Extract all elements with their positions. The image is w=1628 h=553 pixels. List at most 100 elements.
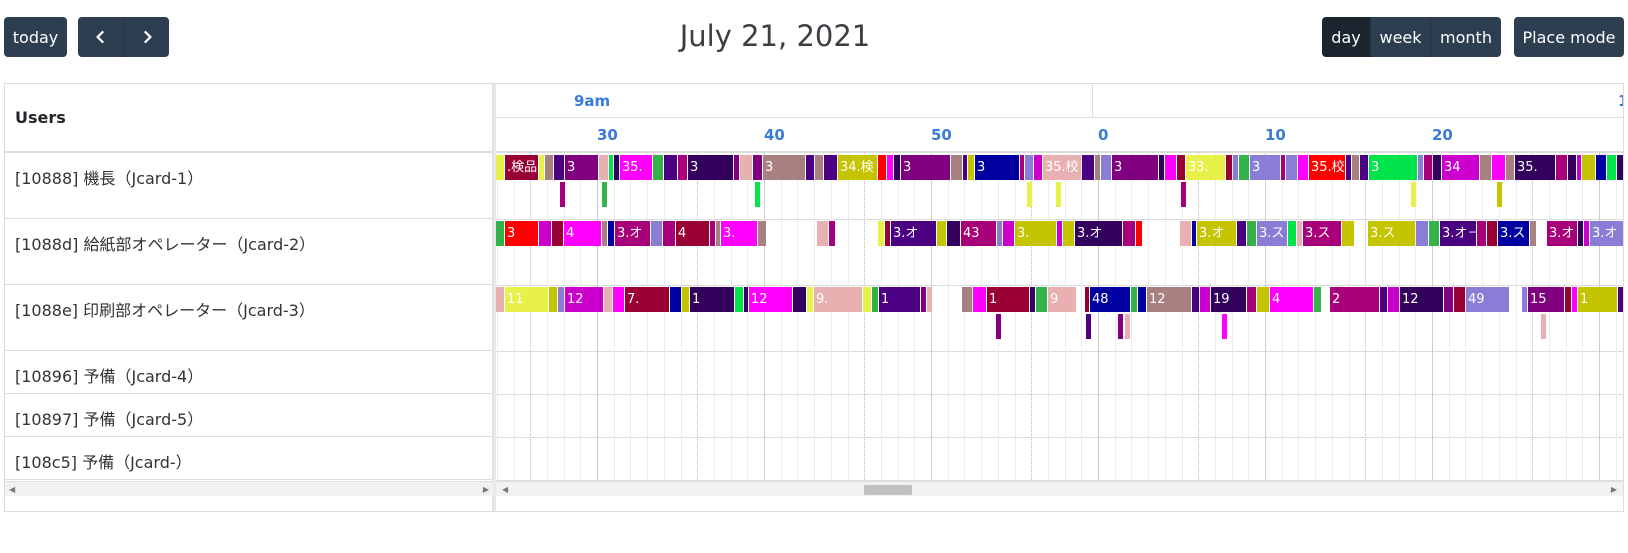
event-block[interactable] — [1192, 287, 1199, 312]
event-block[interactable]: .検品 — [505, 155, 538, 180]
event-block[interactable] — [1297, 221, 1302, 246]
event-block[interactable]: 3 — [1250, 155, 1280, 180]
event-block[interactable]: 3 — [1112, 155, 1158, 180]
event-block[interactable] — [927, 287, 932, 312]
event-block[interactable] — [651, 221, 662, 246]
event-block[interactable]: 4 — [1270, 287, 1313, 312]
next-button[interactable] — [123, 17, 169, 57]
event-block[interactable] — [1281, 155, 1285, 180]
event-block[interactable]: 11 — [505, 287, 548, 312]
event-block[interactable]: 3 — [1369, 155, 1417, 180]
event-block[interactable]: 35.校 — [1309, 155, 1345, 180]
event-block[interactable] — [1556, 155, 1567, 180]
event-block[interactable]: 3.オ — [1547, 221, 1577, 246]
event-block[interactable] — [1487, 221, 1497, 246]
event-block[interactable] — [1131, 287, 1137, 312]
event-block[interactable]: 3.オ－ — [1440, 221, 1476, 246]
view-month-button[interactable]: month — [1431, 17, 1501, 57]
event-block[interactable] — [1342, 221, 1354, 246]
event-block[interactable] — [1247, 287, 1256, 312]
event-block[interactable]: 3 — [975, 155, 1019, 180]
event-block[interactable] — [815, 155, 823, 180]
event-block[interactable] — [1118, 314, 1123, 339]
event-block[interactable] — [807, 287, 813, 312]
event-block[interactable] — [1568, 155, 1576, 180]
event-block[interactable] — [1125, 314, 1130, 339]
event-block[interactable] — [1298, 155, 1308, 180]
event-block[interactable] — [1177, 155, 1185, 180]
event-block[interactable]: 43 — [961, 221, 996, 246]
event-block[interactable] — [496, 221, 504, 246]
scroll-left-arrow-icon[interactable]: ◀ — [502, 485, 509, 494]
event-block[interactable] — [1346, 155, 1351, 180]
event-block[interactable] — [1578, 221, 1583, 246]
event-block[interactable] — [678, 155, 687, 180]
event-block[interactable]: 4 — [676, 221, 709, 246]
event-block[interactable]: 33. — [1186, 155, 1225, 180]
event-block[interactable] — [1095, 155, 1100, 180]
event-block[interactable] — [1239, 155, 1249, 180]
resource-scrollbar[interactable]: ◀ ▶ — [5, 481, 493, 496]
event-block[interactable]: 12 — [1400, 287, 1443, 312]
event-block[interactable] — [682, 287, 689, 312]
event-block[interactable] — [496, 287, 504, 312]
event-block[interactable]: 3 — [688, 155, 733, 180]
view-day-button[interactable]: day — [1322, 17, 1371, 57]
event-block[interactable] — [653, 155, 663, 180]
scroll-left-arrow-icon[interactable]: ◀ — [9, 485, 16, 494]
event-block[interactable] — [1181, 182, 1186, 207]
event-block[interactable] — [1565, 287, 1571, 312]
event-block[interactable] — [604, 287, 612, 312]
event-block[interactable]: 49 — [1466, 287, 1509, 312]
scroll-right-arrow-icon[interactable]: ▶ — [482, 485, 489, 494]
event-block[interactable]: 12 — [1147, 287, 1191, 312]
event-block[interactable] — [1352, 155, 1359, 180]
event-block[interactable]: 1 — [879, 287, 920, 312]
event-block[interactable]: 3.オ — [891, 221, 936, 246]
event-block[interactable] — [1314, 287, 1321, 312]
event-block[interactable] — [996, 314, 1001, 339]
event-block[interactable] — [1222, 314, 1227, 339]
event-block[interactable] — [1424, 155, 1432, 180]
event-block[interactable]: 1 — [690, 287, 734, 312]
event-block[interactable] — [599, 155, 608, 180]
event-block[interactable] — [1020, 155, 1024, 180]
event-block[interactable]: 3.ス — [1303, 221, 1341, 246]
event-block[interactable] — [740, 155, 752, 180]
event-block[interactable] — [744, 287, 748, 312]
event-block[interactable] — [894, 155, 900, 180]
event-block[interactable] — [539, 221, 551, 246]
scroll-right-arrow-icon[interactable]: ▶ — [1610, 485, 1617, 494]
event-block[interactable] — [1247, 221, 1256, 246]
event-block[interactable]: 3 — [901, 155, 950, 180]
event-block[interactable] — [947, 221, 960, 246]
event-block[interactable] — [1063, 221, 1074, 246]
event-block[interactable] — [613, 287, 624, 312]
event-block[interactable] — [1572, 287, 1577, 312]
event-block[interactable] — [735, 287, 743, 312]
event-block[interactable] — [1036, 287, 1047, 312]
event-block[interactable] — [1416, 221, 1428, 246]
event-block[interactable] — [1584, 221, 1589, 246]
event-block[interactable] — [806, 155, 814, 180]
event-block[interactable] — [716, 221, 720, 246]
event-block[interactable]: 3.オ — [1075, 221, 1122, 246]
event-block[interactable]: 2 — [1330, 287, 1379, 312]
event-block[interactable]: 12 — [749, 287, 792, 312]
event-block[interactable] — [753, 155, 762, 180]
event-block[interactable] — [885, 221, 890, 246]
event-block[interactable] — [1492, 155, 1505, 180]
event-block[interactable] — [1418, 155, 1423, 180]
event-block[interactable]: 3.オ — [1197, 221, 1236, 246]
event-block[interactable] — [496, 155, 504, 180]
event-block[interactable]: 35.校 — [1043, 155, 1081, 180]
event-block[interactable] — [1138, 287, 1146, 312]
event-block[interactable] — [863, 287, 871, 312]
event-block[interactable] — [560, 182, 565, 207]
event-block[interactable] — [1286, 155, 1297, 180]
event-block[interactable] — [614, 155, 619, 180]
event-block[interactable] — [539, 155, 544, 180]
event-block[interactable]: 34 — [1442, 155, 1479, 180]
event-block[interactable] — [1180, 221, 1191, 246]
event-block[interactable] — [1433, 155, 1441, 180]
